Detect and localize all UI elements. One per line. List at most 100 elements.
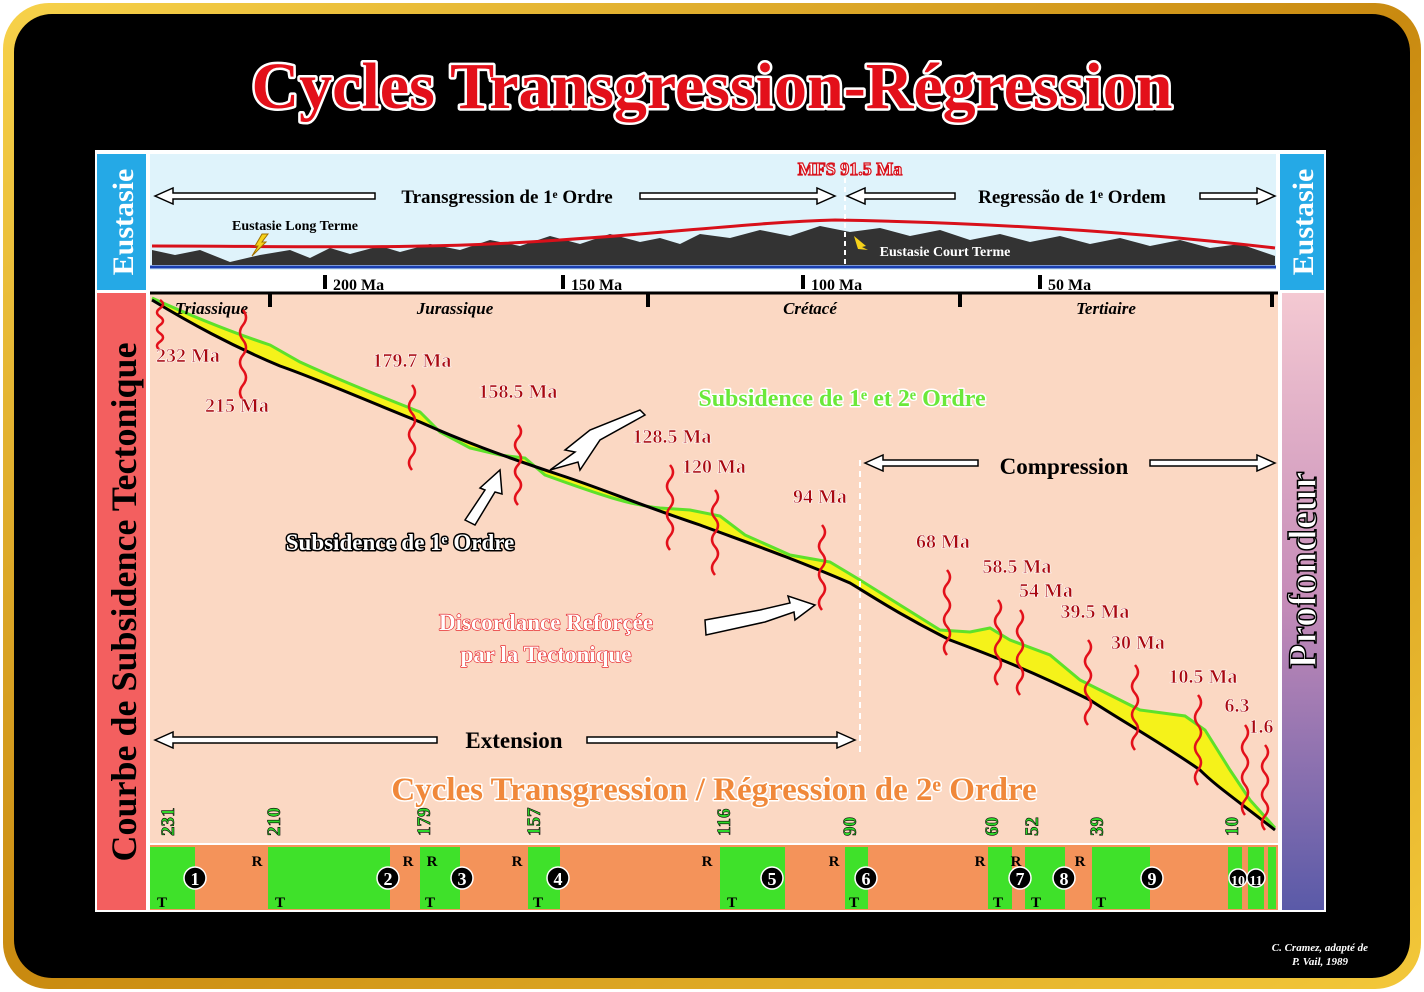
arrow [704,594,817,636]
depth-axis-label: Profondeur [1280,471,1325,668]
period-tick [1270,293,1274,307]
annotation: Subsidence de 1ᵉ Ordre [286,530,515,555]
mfs-label: MFS 91.5 Ma [798,159,902,179]
arrow [639,186,837,206]
subsidence-axis-label: Courbe de Subsidence Tectonique [104,342,144,861]
boundary-age: 116 [714,809,735,836]
cycle-number: 7 [1016,869,1025,889]
transgression-mark: T [727,895,737,911]
annotation: Subsidence de 1ᵉ et 2ᵉ Ordre [698,386,986,412]
long-term-label: Eustasie Long Terme [232,219,358,234]
regression-mark: R [512,854,523,870]
extension-label: Extension [465,728,562,753]
unconformity [1193,694,1203,786]
cycle-number: 1 [191,869,200,889]
time-scale [150,270,1276,292]
unconformity [1083,639,1093,726]
arrow [153,730,438,750]
credit: C. Cramez, adapté de [1272,942,1368,954]
transgressive-interval [268,847,390,909]
time-tick [561,275,565,289]
unconformity-label: 1.6 [1249,716,1274,738]
pointer [251,233,269,257]
credit: P. Vail, 1989 [1292,956,1349,968]
unconformity [1260,744,1270,831]
regression-label: Regressão de 1ᵉ Ordem [978,187,1166,208]
unconformity-label: 179.7 Ma [373,350,452,372]
transgression-mark: T [533,895,543,911]
unconformity-label: 94 Ma [793,486,847,508]
cycle-marker [450,866,474,890]
time-label: 50 Ma [1048,277,1091,294]
arrow [549,409,647,472]
unconformity [817,524,827,611]
boundary-age: 231 [158,808,179,837]
short-term-curve [152,226,1275,265]
unconformity [1240,724,1250,816]
period-label: Tertiaire [1076,299,1136,318]
boundary-age: 179 [414,808,435,837]
cycle-marker [1008,866,1032,890]
boundary-age: 210 [264,808,285,837]
regression-mark: R [403,854,414,870]
boundary-age: 157 [524,807,545,836]
transgression-mark: T [157,895,167,911]
unconformity-label: 120 Ma [682,456,746,478]
transgressive-interval [1268,847,1276,909]
time-tick [323,275,327,289]
arrow [1149,453,1277,473]
arrow [863,453,979,473]
time-label: 200 Ma [333,277,384,294]
unconformity-label: 54 Ma [1019,580,1073,602]
first-order-curve [151,298,1276,832]
boundary-age: 60 [982,817,1003,836]
arrow [463,468,503,526]
unconformity [155,298,165,352]
long-term-curve [151,218,1276,250]
unconformity [710,489,720,576]
title: Cycles Transgression-Régression [252,50,1173,123]
unconformity-label: 39.5 Ma [1061,601,1130,623]
time-label: 100 Ma [811,277,862,294]
transgressive-interval [988,847,1012,909]
unconformity [942,569,952,656]
cycle-number: 8 [1060,869,1069,889]
regression-mark: R [829,854,840,870]
unconformity [665,464,675,551]
regression-mark: R [702,854,713,870]
cycle-marker [854,866,878,890]
transgression-mark: T [849,895,859,911]
compression-label: Compression [1000,454,1129,479]
transgression-mark: T [425,895,435,911]
cycle-marker [546,866,570,890]
unconformity-label: 215 Ma [205,395,269,417]
eustasy-label: Eustasie [1287,169,1320,276]
annotation: Cycles Transgression / Régression de 2ᵉ … [391,772,1036,808]
boundary-age: 90 [840,817,861,836]
pointer [854,236,868,250]
period-tick [646,293,650,307]
cycle-marker [183,866,207,890]
transgression-label: Transgression de 1ᵉ Ordre [401,187,612,208]
cycle-marker [1140,866,1164,890]
unconformity-label: 158.5 Ma [479,381,558,403]
cycle-number: 4 [554,869,563,889]
cycle-number: 2 [384,869,393,889]
boundary-age: 10 [1222,817,1243,836]
short-term-label: Eustasie Court Terme [880,245,1011,260]
cycle-marker [1052,866,1076,890]
eustasy-label-box [97,154,146,290]
cycle-number: 9 [1148,869,1157,889]
unconformity-label: 68 Ma [916,531,970,553]
transgression-mark: T [993,895,1003,911]
time-tick [1038,275,1042,289]
cycle-number: 10 [1231,874,1245,889]
depth-label-box [1282,293,1324,910]
annotation: Discordance Reforçée [439,610,653,635]
period-label: Triassique [175,299,249,318]
period-label: Crétacé [783,299,838,318]
transgression-mark: T [1031,895,1041,911]
cycle-number: 6 [862,869,871,889]
unconformity [1015,609,1025,696]
